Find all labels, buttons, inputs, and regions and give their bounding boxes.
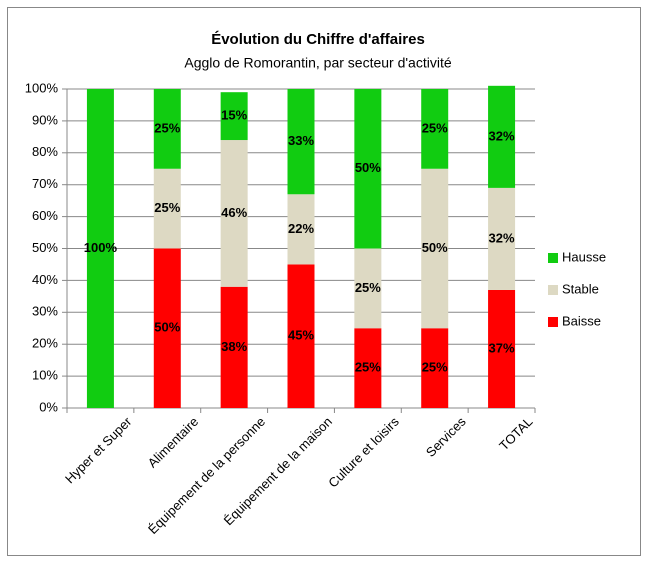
bar-segment: [354, 89, 382, 249]
y-tick-label: 100%: [25, 80, 59, 95]
data-label: 46%: [221, 205, 247, 220]
y-tick-label: 50%: [32, 240, 58, 255]
legend-label: Baisse: [562, 313, 601, 328]
bar-segment: [421, 168, 449, 329]
bar-segment: [287, 194, 315, 265]
bar-segment: [153, 168, 181, 249]
legend-swatch: [548, 253, 558, 263]
y-tick-label: 0%: [39, 399, 58, 414]
data-label: 32%: [489, 128, 515, 143]
bar-segment: [488, 289, 516, 408]
data-label: 100%: [84, 240, 118, 255]
y-tick-label: 70%: [32, 176, 58, 191]
y-tick-label: 30%: [32, 304, 58, 319]
data-label: 50%: [355, 160, 381, 175]
bar-segment: [421, 328, 449, 408]
bar-segment: [220, 286, 248, 408]
data-label: 32%: [489, 230, 515, 245]
bar-segment: [287, 89, 315, 195]
bar-segment: [421, 89, 449, 169]
y-tick-label: 80%: [32, 144, 58, 159]
data-label: 22%: [288, 221, 314, 236]
bar-segment: [220, 92, 248, 141]
legend-label: Hausse: [562, 249, 606, 264]
data-label: 50%: [422, 240, 448, 255]
bar-segment: [354, 328, 382, 408]
legend-label: Stable: [562, 281, 599, 296]
data-label: 25%: [422, 120, 448, 135]
data-label: 38%: [221, 339, 247, 354]
bar-segment: [153, 89, 181, 169]
y-tick-label: 90%: [32, 112, 58, 127]
data-label: 33%: [288, 133, 314, 148]
bar-segment: [287, 264, 315, 408]
data-label: 25%: [355, 360, 381, 375]
bar-segment: [86, 89, 114, 408]
data-label: 25%: [154, 120, 180, 135]
bar-segment: [354, 248, 382, 329]
data-label: 25%: [154, 200, 180, 215]
y-tick-label: 40%: [32, 272, 58, 287]
bar-segment: [488, 85, 516, 188]
y-tick-label: 60%: [32, 208, 58, 223]
data-label: 15%: [221, 108, 247, 123]
data-label: 50%: [154, 320, 180, 335]
bar-segment: [153, 248, 181, 408]
data-label: 45%: [288, 328, 314, 343]
chart-subtitle: Agglo de Romorantin, par secteur d'activ…: [184, 55, 451, 71]
data-label: 25%: [422, 360, 448, 375]
legend-swatch: [548, 285, 558, 295]
legend-swatch: [548, 317, 558, 327]
y-tick-label: 20%: [32, 336, 58, 351]
data-label: 25%: [355, 280, 381, 295]
chart-title: Évolution du Chiffre d'affaires: [211, 31, 425, 48]
data-label: 37%: [489, 340, 515, 355]
y-tick-label: 10%: [32, 368, 58, 383]
bar-segment: [488, 187, 516, 290]
bar-segment: [220, 140, 248, 287]
